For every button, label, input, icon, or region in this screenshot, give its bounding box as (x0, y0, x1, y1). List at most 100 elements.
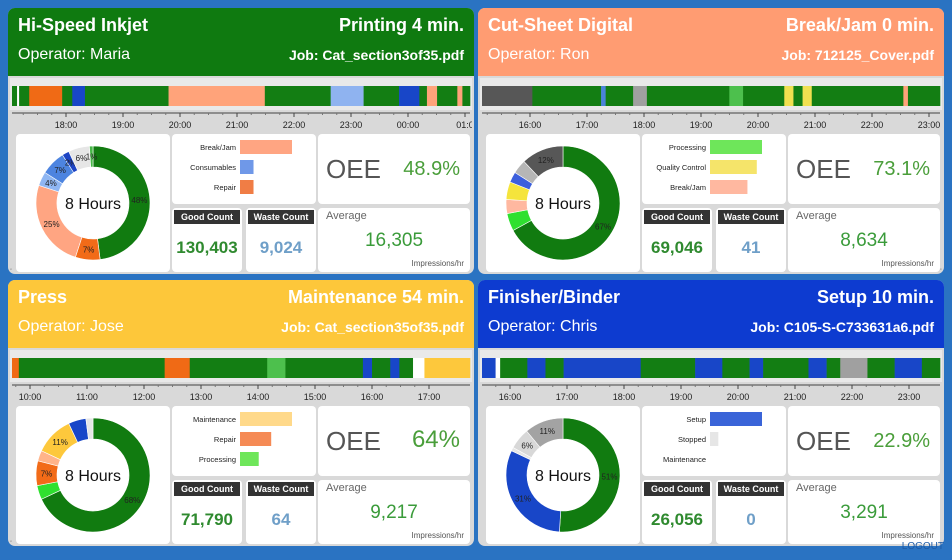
axis-tick-label: 18:00 (633, 120, 656, 130)
timeline-segment (264, 86, 331, 106)
axis-tick-label: 16:00 (361, 392, 384, 402)
downtime-bar (710, 432, 719, 446)
timeline-segment (563, 358, 642, 378)
timeline-segment (793, 86, 803, 106)
bar-label: Repair (214, 435, 237, 444)
oee-value: 73.1% (873, 158, 930, 180)
timeline-segment (894, 358, 923, 378)
timeline-segment (826, 358, 841, 378)
donut-center-label: 8 Hours (535, 468, 591, 485)
axis-tick-label: 19:00 (670, 392, 693, 402)
bar-label: Processing (669, 143, 706, 152)
timeline-segment (495, 358, 501, 378)
axis-tick-label: 22:00 (841, 392, 864, 402)
waste-count-label: Waste Count (718, 482, 784, 496)
good-count-card: Good Count 130,403 (172, 208, 242, 272)
axis-tick-label: 17:00 (576, 120, 599, 130)
machine-panel-finisher-binder[interactable]: Finisher/Binder Setup 10 min. Operator: … (478, 280, 944, 546)
resize-handle-icon[interactable]: ◦ (10, 267, 13, 273)
donut-slice (92, 145, 151, 260)
timeline-segment (532, 86, 602, 106)
good-count-label: Good Count (174, 482, 240, 496)
donut-slice (505, 450, 562, 533)
axis-tick-label: 22:00 (861, 120, 884, 130)
operator-label: Operator: Ron (488, 46, 590, 63)
time-axis: 10:00 11:00 12:00 13:00 14:00 15:00 16:00 17:00 (10, 384, 472, 406)
donut-center-label: 8 Hours (535, 196, 591, 213)
average-value: 3,291 (840, 502, 888, 523)
waste-count-card: Waste Count 64 (246, 480, 316, 544)
axis-tick-label: 23:00 (898, 392, 921, 402)
bar-label: Setup (686, 415, 706, 424)
axis-tick-label: 10:00 (19, 392, 42, 402)
average-unit: Impressions/hr (411, 531, 464, 540)
good-count-value: 71,790 (181, 510, 233, 529)
donut-center-label: 8 Hours (65, 196, 121, 213)
machine-panel-cut-sheet-digital[interactable]: Cut-Sheet Digital Break/Jam 0 min. Opera… (478, 8, 944, 274)
donut-slice-label: 2% (65, 158, 77, 167)
timeline-segment (743, 86, 785, 106)
machine-panel-hi-speed-inkjet[interactable]: Hi-Speed Inkjet Printing 4 min. Operator… (8, 8, 474, 274)
timeline-segment (285, 358, 364, 378)
oee-label: OEE (326, 426, 381, 456)
machine-status: Maintenance 54 min. (287, 287, 464, 307)
oee-label: OEE (326, 154, 381, 184)
average-card: Average 16,305 Impressions/hr (318, 208, 470, 272)
machine-status: Printing 4 min. (338, 15, 464, 35)
machine-status: Break/Jam 0 min. (785, 15, 934, 35)
timeline-segment (601, 86, 606, 106)
donut-slice (526, 417, 564, 448)
oee-value: 64% (411, 426, 460, 453)
axis-tick-label: 11:00 (76, 392, 98, 402)
panel-header: Hi-Speed Inkjet Printing 4 min. Operator… (8, 8, 474, 76)
job-label: Job: Cat_section3of35.pdf (288, 47, 464, 63)
logout-link[interactable]: LOGOUT (901, 541, 944, 552)
donut-slice-label: 4% (45, 179, 57, 188)
state-donut-chart: 51% 31% 6% 11% 8 Hours (486, 406, 640, 544)
timeline-segment (419, 86, 428, 106)
average-unit: Impressions/hr (881, 531, 934, 540)
timeline-segment (399, 86, 420, 106)
good-count-card: Good Count 69,046 (642, 208, 712, 272)
timeline-segment (640, 358, 696, 378)
good-count-label: Good Count (644, 210, 710, 224)
bar-label: Processing (199, 455, 236, 464)
machine-name: Press (18, 287, 68, 307)
timeline-segment (811, 86, 904, 106)
oee-label: OEE (796, 426, 851, 456)
average-card: Average 8,634 Impressions/hr (788, 208, 940, 272)
donut-slice (85, 417, 94, 440)
bar-label: Quality Control (656, 163, 706, 172)
timeline-segment (189, 358, 268, 378)
resize-handle-icon[interactable]: ◦ (10, 539, 13, 545)
job-label: Job: 712125_Cover.pdf (781, 47, 934, 63)
timeline-segment (437, 86, 458, 106)
status-timeline (480, 350, 942, 382)
axis-tick-label: 00:00 (397, 120, 420, 130)
timeline-segment (17, 86, 20, 106)
panel-header: Finisher/Binder Setup 10 min. Operator: … (478, 280, 944, 348)
axis-tick-label: 20:00 (747, 120, 770, 130)
donut-center-label: 8 Hours (65, 468, 121, 485)
oee-value: 22.9% (873, 430, 930, 452)
machine-panel-press[interactable]: Press Maintenance 54 min. Operator: Jose… (8, 280, 474, 546)
timeline-segment (462, 86, 471, 106)
time-axis: 16:00 17:00 18:00 19:00 20:00 21:00 22:00 23:00 (480, 112, 942, 134)
timeline-segment (763, 358, 809, 378)
axis-tick-label: 01:0 (456, 120, 472, 130)
axis-tick-label: 17:00 (556, 392, 579, 402)
donut-slice (559, 417, 621, 533)
axis-tick-label: 21:00 (226, 120, 249, 130)
timeline-segment (840, 358, 868, 378)
time-axis: 18:00 19:00 20:00 21:00 22:00 23:00 00:00 01:0 (10, 112, 472, 134)
axis-tick-label: 17:00 (418, 392, 441, 402)
resize-handle-icon[interactable]: ◦ (939, 267, 942, 273)
good-count-value: 69,046 (651, 238, 703, 257)
job-label: Job: C105-S-C733631a6.pdf (750, 319, 934, 335)
axis-tick-label: 19:00 (112, 120, 135, 130)
machine-name: Finisher/Binder (488, 287, 621, 307)
oee-value: 48.9% (403, 158, 460, 180)
timeline-segment (19, 86, 30, 106)
average-value: 8,634 (840, 230, 888, 251)
